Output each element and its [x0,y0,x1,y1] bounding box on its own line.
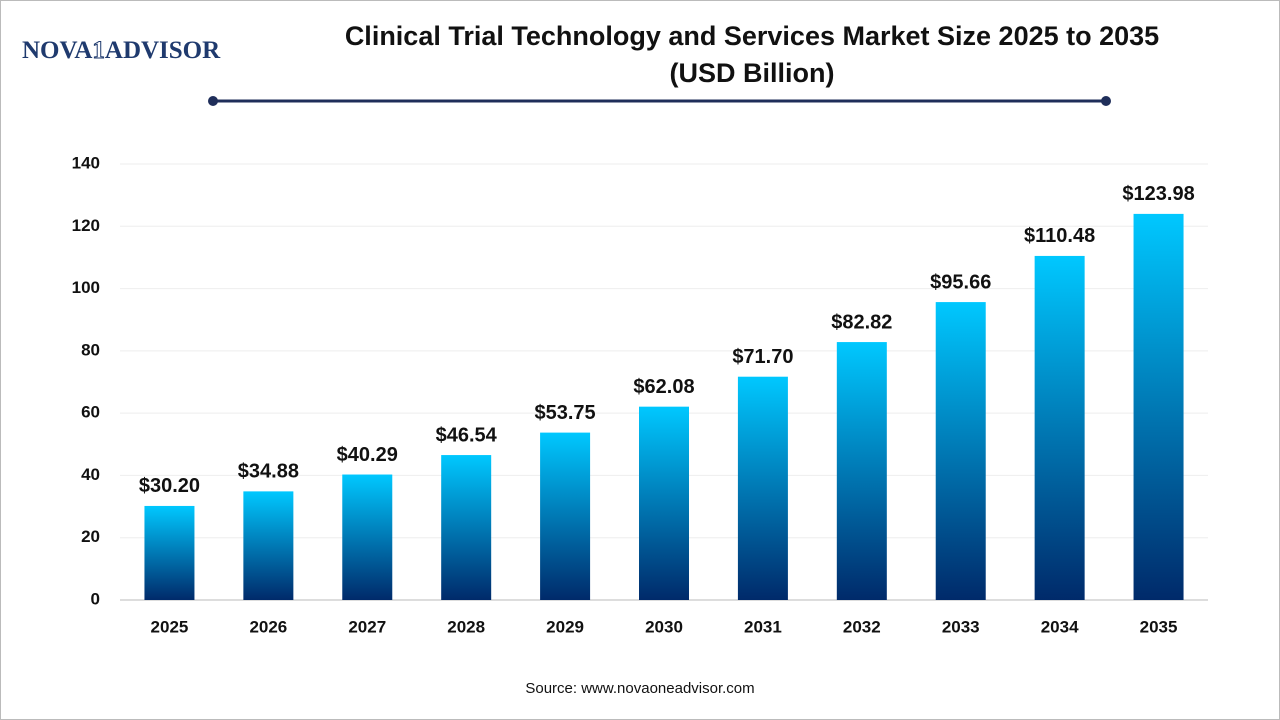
x-tick-label: 2027 [348,617,386,636]
y-tick-label: 0 [91,589,100,608]
x-tick-label: 2025 [151,617,189,636]
bar [243,491,294,600]
chart-subtitle: (USD Billion) [670,58,835,88]
logo-part: 1 [92,37,105,64]
bar [639,406,689,600]
x-tick-label: 2028 [447,617,485,636]
y-tick-label: 40 [81,465,100,484]
rule-dot [1101,96,1111,106]
y-tick-label: 60 [81,403,100,422]
value-label: $62.08 [633,376,694,398]
value-label: $110.48 [1024,225,1095,247]
x-tick-label: 2031 [744,617,782,636]
value-label: $53.75 [535,402,596,424]
x-tick-label: 2026 [249,617,287,636]
value-label: $46.54 [436,424,498,446]
x-tick-label: 2033 [942,617,980,636]
bar [144,505,195,600]
bar [737,376,788,600]
chart-title: Clinical Trial Technology and Services M… [345,21,1159,51]
logo-part: NOVA [22,37,92,64]
y-tick-label: 100 [72,278,100,297]
bar [1034,255,1085,600]
y-tick-label: 80 [81,340,100,359]
x-tick-label: 2029 [546,617,584,636]
y-tick-label: 20 [81,527,100,546]
logo-part: ADVISOR [105,37,221,64]
y-tick-label: 120 [72,216,100,235]
value-label: $40.29 [337,444,398,466]
value-label: $123.98 [1122,183,1194,205]
bar [441,455,492,600]
x-tick-label: 2032 [843,617,881,636]
x-tick-label: 2030 [645,617,683,636]
logo: NOVA1ADVISOR [22,37,221,64]
x-tick-label: 2034 [1041,617,1079,636]
bar [342,474,393,600]
source: Source: www.novaoneadvisor.com [525,680,754,697]
bar [935,302,986,600]
value-label: $34.88 [238,461,299,483]
bar [1133,213,1184,600]
bar [540,432,591,600]
y-tick-label: 140 [72,153,100,172]
rule-dot [208,96,218,106]
x-tick-label: 2035 [1140,617,1178,636]
value-label: $95.66 [930,271,991,293]
value-label: $82.82 [831,311,892,333]
value-label: $71.70 [732,346,793,368]
value-label: $30.20 [139,475,200,497]
bar [836,342,887,600]
